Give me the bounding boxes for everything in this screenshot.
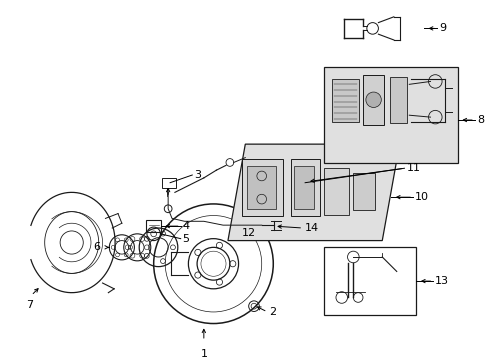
Bar: [242, 159, 283, 216]
Bar: [145, 220, 161, 232]
Text: 13: 13: [434, 276, 448, 286]
Bar: [331, 78, 358, 122]
Text: 11: 11: [406, 163, 420, 173]
Text: 3: 3: [194, 170, 201, 180]
Text: 7: 7: [26, 300, 33, 310]
Bar: [324, 168, 348, 215]
Text: 5: 5: [182, 234, 189, 244]
Bar: [290, 159, 319, 216]
Bar: [353, 173, 374, 210]
Text: 6: 6: [93, 242, 101, 252]
Bar: [162, 178, 176, 188]
Bar: [324, 247, 415, 315]
Text: 8: 8: [476, 115, 483, 125]
Bar: [294, 166, 313, 209]
Bar: [324, 67, 457, 163]
Bar: [247, 166, 276, 209]
Bar: [362, 75, 384, 125]
Circle shape: [365, 92, 381, 108]
Text: 14: 14: [305, 223, 319, 233]
Text: 12: 12: [241, 228, 255, 238]
Text: 2: 2: [269, 307, 276, 317]
Text: 9: 9: [438, 23, 446, 33]
Polygon shape: [227, 144, 399, 240]
Text: 4: 4: [182, 221, 189, 231]
Text: 1: 1: [200, 348, 207, 359]
Text: 10: 10: [414, 192, 428, 202]
Bar: [389, 77, 407, 123]
